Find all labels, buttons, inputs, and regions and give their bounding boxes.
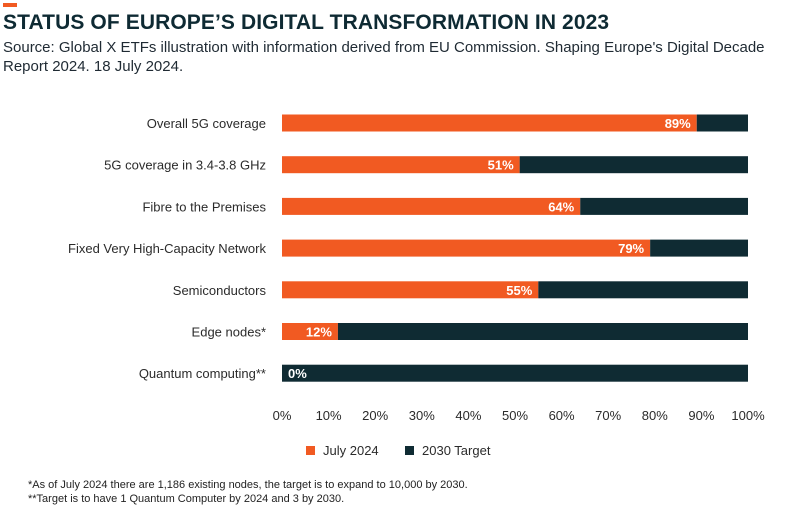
legend: July 2024 2030 Target [306,443,491,458]
bars-layer [282,114,748,382]
x-tick-label: 70% [595,408,621,423]
bar-2030-target-fixed-very-high-capacity-network [650,239,748,257]
bar-july-2024-5g-coverage-in-3-4-3-8-ghz [282,156,520,174]
x-tick-label: 100% [731,408,765,423]
bar-chart: Overall 5G coverage 5G coverage in 3.4-3.… [68,114,765,458]
bar-2030-target-overall-5g-coverage [696,114,748,132]
legend-label-july-2024: July 2024 [323,443,379,458]
data-label-quantum-computing: 0% [288,366,307,381]
x-tick-label: 20% [362,408,388,423]
x-tick-label: 10% [316,408,342,423]
bar-2030-target-quantum-computing [282,364,748,382]
bar-2030-target-fibre-to-the-premises [580,197,748,215]
category-label-semiconductors: Semiconductors [173,283,267,298]
data-label-edge-nodes: 12% [306,325,332,340]
x-tick-label: 60% [549,408,575,423]
category-label-fixed-very-high-capacity-network: Fixed Very High-Capacity Network [68,241,266,256]
x-tick-label: 90% [688,408,714,423]
x-tick-label: 80% [642,408,668,423]
category-labels: Overall 5G coverage 5G coverage in 3.4-3.… [68,116,266,381]
legend-label-2030-target: 2030 Target [422,443,491,458]
data-label-overall-5g-coverage: 89% [665,116,691,131]
x-axis-ticks: 0% 10% 20% 30% 40% 50% 60% 70% 80% 90% 100% [273,408,765,423]
category-label-overall-5g-coverage: Overall 5G coverage [147,116,266,131]
x-tick-label: 30% [409,408,435,423]
chart-subtitle: Source: Global X ETFs illustration with … [3,39,765,75]
footnote-edge-nodes: *As of July 2024 there are 1,186 existin… [28,479,468,491]
legend-swatch-2030-target [405,446,414,455]
chart-title: STATUS OF EUROPE’S DIGITAL TRANSFORMATIO… [3,11,610,34]
data-label-fibre-to-the-premises: 64% [548,199,574,214]
data-label-semiconductors: 55% [506,283,532,298]
category-label-edge-nodes: Edge nodes* [192,325,266,340]
x-tick-label: 50% [502,408,528,423]
category-label-5g-coverage-in-3-4-3-8-ghz: 5G coverage in 3.4-3.8 GHz [104,158,266,173]
footnote-quantum-computing: **Target is to have 1 Quantum Computer b… [28,493,345,505]
data-label-fixed-very-high-capacity-network: 79% [618,241,644,256]
category-label-fibre-to-the-premises: Fibre to the Premises [142,199,266,214]
value-labels: 89% 51% 64% 79% 55% 12% 0% [288,116,691,381]
bar-2030-target-5g-coverage-in-3-4-3-8-ghz [519,156,748,174]
data-label-5g-coverage-in-3-4-3-8-ghz: 51% [488,158,514,173]
bar-july-2024-edge-nodes [282,323,338,340]
legend-swatch-july-2024 [306,446,315,455]
x-tick-label: 0% [273,408,292,423]
bar-july-2024-fixed-very-high-capacity-network [282,239,651,257]
bar-july-2024-overall-5g-coverage [282,114,697,132]
title-accent-bar [3,3,17,7]
bar-july-2024-fibre-to-the-premises [282,197,581,215]
bar-july-2024-semiconductors [282,281,539,299]
bar-2030-target-semiconductors [538,281,748,299]
footnotes: *As of July 2024 there are 1,186 existin… [28,478,468,506]
bar-2030-target-edge-nodes [337,323,748,340]
x-tick-label: 40% [455,408,481,423]
category-label-quantum-computing: Quantum computing** [139,366,266,381]
